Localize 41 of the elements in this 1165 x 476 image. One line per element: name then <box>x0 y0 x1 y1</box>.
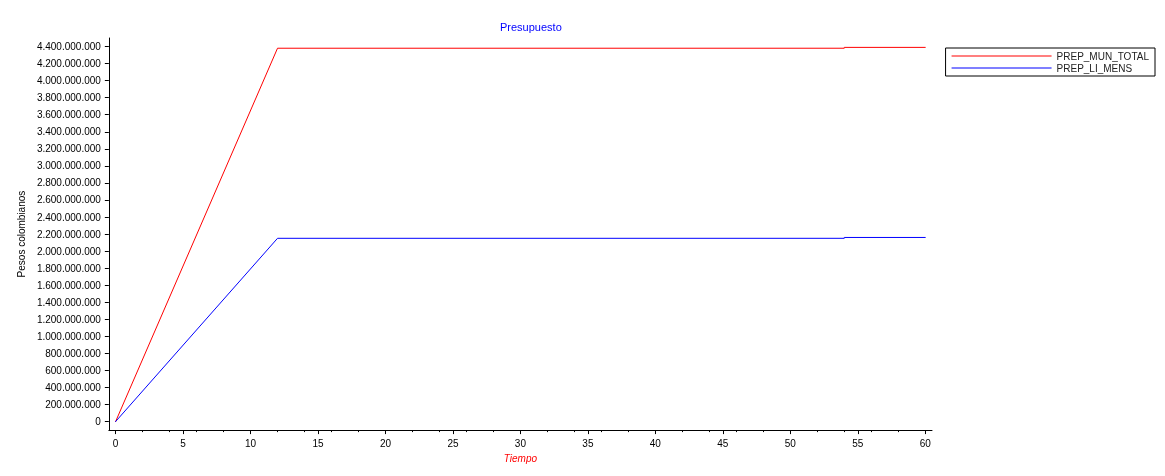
x-tick-label: 60 <box>919 437 932 449</box>
x-tick-label: 0 <box>112 437 119 449</box>
y-tick-label: 2.800.000.000 <box>36 177 102 189</box>
x-tick-label: 15 <box>312 437 325 449</box>
x-tick-label: 10 <box>244 437 257 449</box>
y-tick-label: 400.000.000 <box>45 381 102 393</box>
y-tick-label: 1.000.000.000 <box>36 330 102 342</box>
x-tick-label: 5 <box>180 437 187 449</box>
y-tick-label: 2.400.000.000 <box>36 211 102 223</box>
x-tick-label: 50 <box>784 437 797 449</box>
y-tick-label: 4.200.000.000 <box>36 58 102 70</box>
x-tick-label: 40 <box>649 437 662 449</box>
y-tick-label: 1.800.000.000 <box>36 262 102 274</box>
y-tick-label: 1.600.000.000 <box>36 279 102 291</box>
text: PREP_LI_MENS <box>1056 62 1133 74</box>
x-tick-label: 30 <box>514 437 527 449</box>
x-axis-title: Tiempo <box>503 452 538 464</box>
x-tick-label: 20 <box>379 437 392 449</box>
y-tick-label: 2.200.000.000 <box>36 228 102 240</box>
y-tick-label: 1.200.000.000 <box>36 313 102 325</box>
y-tick-label: 2.600.000.000 <box>36 194 102 206</box>
y-tick-label: 3.600.000.000 <box>36 109 102 121</box>
y-tick-label: 200.000.000 <box>45 399 102 411</box>
y-tick-label: 1.400.000.000 <box>36 296 102 308</box>
y-tick-label: 3.800.000.000 <box>36 92 102 104</box>
x-tick-label: 45 <box>717 437 729 449</box>
text: PREP_MUN_TOTAL <box>1056 50 1150 62</box>
y-tick-label: 3.400.000.000 <box>36 126 102 138</box>
y-tick-label: 0 <box>95 416 102 428</box>
x-tick-label: 25 <box>447 437 459 449</box>
y-tick-label: 2.000.000.000 <box>36 245 102 257</box>
y-tick-label: 3.200.000.000 <box>36 143 102 155</box>
x-tick-label: 55 <box>852 437 864 449</box>
y-tick-label: 3.000.000.000 <box>36 160 102 172</box>
y-axis-title: Pesos colombianos <box>15 190 27 278</box>
y-tick-label: 4.000.000.000 <box>36 75 102 87</box>
x-tick-label: 35 <box>582 437 594 449</box>
y-tick-label: 4.400.000.000 <box>36 41 102 53</box>
chart-title: Presupuesto <box>500 20 562 33</box>
y-tick-label: 600.000.000 <box>45 364 102 376</box>
y-tick-label: 800.000.000 <box>45 347 102 359</box>
